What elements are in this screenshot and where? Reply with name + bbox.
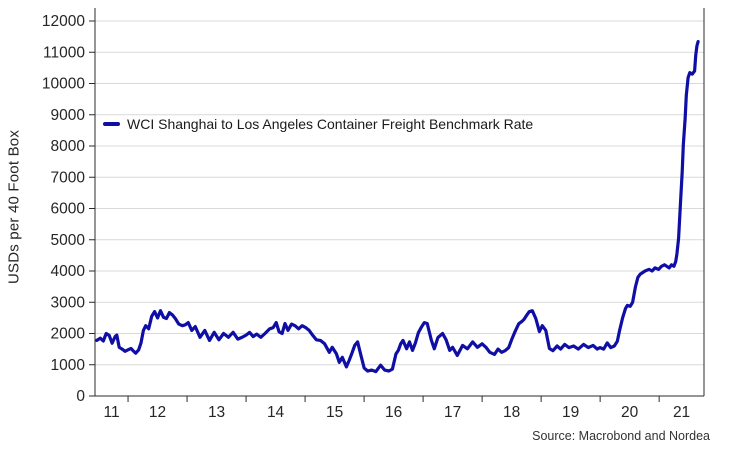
source-text: Source: Macrobond and Nordea — [532, 429, 710, 443]
y-tick-label-2000: 2000 — [51, 326, 86, 343]
x-tick-label-19: 19 — [562, 404, 579, 421]
y-tick-label-10000: 10000 — [42, 76, 85, 93]
y-tick-label-9000: 9000 — [51, 107, 86, 124]
y-axis-title: USDs per 40 Foot Box — [5, 129, 23, 285]
x-tick-label-14: 14 — [267, 404, 285, 421]
y-tick-label-1000: 1000 — [51, 357, 86, 374]
y-tick-label-3000: 3000 — [51, 294, 86, 311]
x-tick-label-21: 21 — [673, 404, 690, 421]
legend: WCI Shanghai to Los Angeles Container Fr… — [103, 116, 533, 132]
y-tick-label-12000: 12000 — [42, 13, 85, 30]
x-tick-label-18: 18 — [503, 404, 520, 421]
x-tick-label-17: 17 — [444, 404, 461, 421]
y-tick-label-4000: 4000 — [51, 263, 86, 280]
y-tick-label-8000: 8000 — [51, 138, 86, 155]
legend-label: WCI Shanghai to Los Angeles Container Fr… — [127, 116, 534, 132]
x-tick-label-20: 20 — [621, 404, 639, 421]
legend-line-marker — [103, 121, 120, 127]
y-tick-label-5000: 5000 — [51, 232, 86, 249]
x-tick-label-12: 12 — [149, 404, 166, 421]
x-tick-label-13: 13 — [208, 404, 225, 421]
x-tick-label-11: 11 — [103, 404, 119, 421]
y-tick-label-11000: 11000 — [43, 44, 85, 61]
series-line — [95, 40, 700, 374]
y-tick-label-0: 0 — [76, 388, 85, 405]
x-tick-label-16: 16 — [385, 404, 402, 421]
y-tick-label-6000: 6000 — [51, 201, 86, 218]
y-tick-label-7000: 7000 — [51, 169, 86, 186]
x-tick-label-15: 15 — [326, 404, 343, 421]
